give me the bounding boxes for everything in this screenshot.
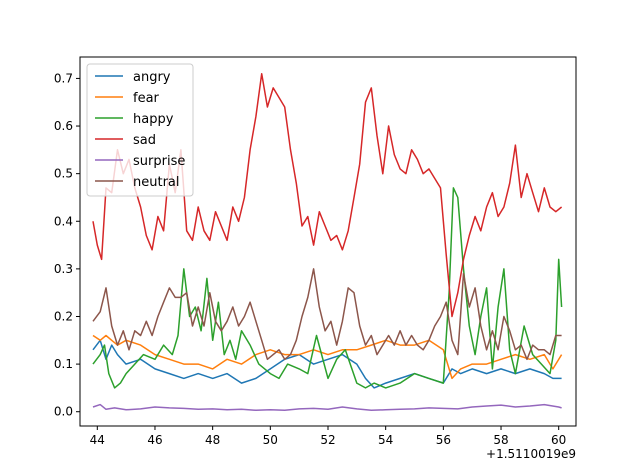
legend-label-sad: sad: [133, 133, 156, 148]
x-tick-label: 48: [205, 433, 220, 447]
legend-label-fear: fear: [133, 91, 160, 106]
legend-label-happy: happy: [133, 112, 174, 127]
series-line-surprise: [92, 403, 562, 412]
y-tick-label: 0.4: [54, 214, 73, 228]
y-tick-label: 0.1: [54, 357, 73, 371]
y-tick-label: 0.3: [54, 262, 73, 276]
y-tick-label: 0.0: [54, 405, 73, 419]
legend: angry fear happy sad surprise neutral: [86, 63, 194, 197]
x-tick-label: 46: [147, 433, 162, 447]
x-tick-label: 54: [378, 433, 393, 447]
x-tick-label: 56: [436, 433, 451, 447]
series-line-angry: [92, 339, 562, 389]
x-axis: 44 46 48 50 52 54 56 58 60: [90, 426, 566, 447]
y-tick-label: 0.5: [54, 167, 73, 181]
y-tick-label: 0.2: [54, 309, 73, 323]
y-tick-label: 0.6: [54, 119, 73, 133]
y-axis: 0.0 0.1 0.2 0.3 0.4 0.5 0.6 0.7: [54, 71, 80, 419]
y-tick-label: 0.7: [54, 71, 73, 85]
x-tick-label: 58: [493, 433, 508, 447]
legend-label-neutral: neutral: [133, 175, 180, 190]
series-line-neutral: [92, 268, 562, 361]
x-tick-label: 52: [320, 433, 335, 447]
series-line-happy: [92, 187, 563, 389]
x-tick-label: 60: [551, 433, 566, 447]
x-tick-label: 50: [263, 433, 278, 447]
legend-label-angry: angry: [133, 70, 171, 85]
x-axis-offset-label: +1.5110019e9: [486, 447, 576, 461]
legend-label-surprise: surprise: [133, 154, 185, 169]
x-tick-label: 44: [90, 433, 105, 447]
